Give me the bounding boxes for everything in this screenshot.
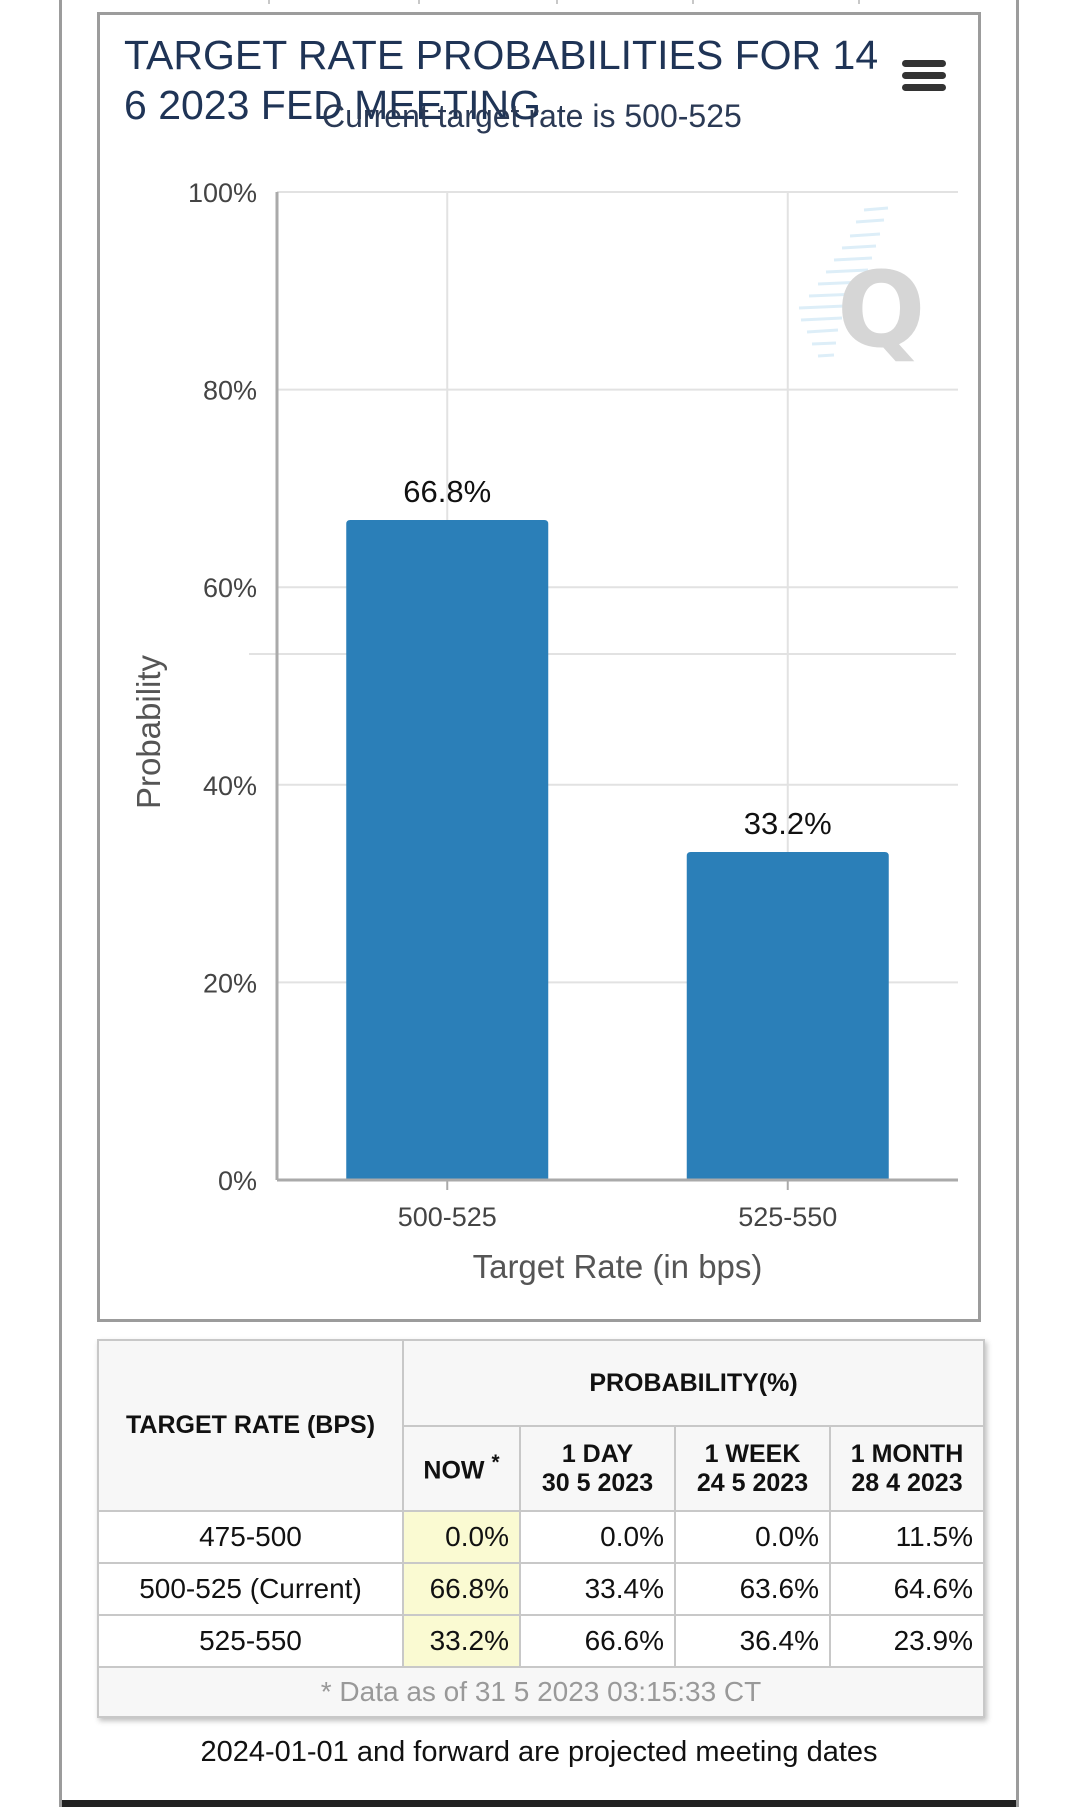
watermark-logo: Q (798, 206, 925, 371)
x-tick-label: 500-525 (398, 1202, 497, 1232)
y-tick-label: 0% (218, 1166, 257, 1196)
data-label: 33.2% (744, 806, 832, 841)
row-1-week-value: 63.6% (674, 1562, 831, 1616)
header-target-rate: TARGET RATE (BPS) (97, 1339, 404, 1512)
previous-table-edge (98, 0, 982, 4)
data-label: 66.8% (403, 474, 491, 509)
header-1-month: 1 MONTH 28 4 2023 (829, 1425, 985, 1512)
row-1-week-value: 0.0% (674, 1510, 831, 1564)
y-axis-title: Probability (130, 654, 167, 809)
probability-table: TARGET RATE (BPS) PROBABILITY(%) NOW * 1… (97, 1339, 985, 1718)
bars (346, 520, 889, 1180)
projected-dates-note: 2024-01-01 and forward are projected mee… (200, 1736, 878, 1768)
header-1-day: 1 DAY 30 5 2023 (519, 1425, 676, 1512)
y-tick-label: 80% (203, 376, 257, 406)
row-now-value: 33.2% (402, 1614, 521, 1668)
right-frame (1016, 0, 1080, 1807)
x-axis-title: Target Rate (in bps) (473, 1248, 763, 1285)
chart-title: TARGET RATE PROBABILITIES FOR 14 6 2023 … (124, 32, 879, 128)
table-row: 500-525 (Current) 66.8% 33.4% 63.6% 64.6… (97, 1562, 985, 1616)
header-now-mark: * (491, 1451, 500, 1475)
row-target-rate: 525-550 (97, 1614, 404, 1668)
chart-subtitle: Current target rate is 500-525 (322, 98, 742, 134)
row-now-value: 66.8% (402, 1562, 521, 1616)
left-frame (0, 0, 62, 1807)
row-now-value: 0.0% (402, 1510, 521, 1564)
table-row: 525-550 33.2% 66.6% 36.4% 23.9% (97, 1614, 985, 1668)
header-now: NOW * (402, 1425, 521, 1512)
row-1-week-value: 36.4% (674, 1614, 831, 1668)
y-tick-label: 100% (188, 178, 257, 208)
row-1-month-value: 11.5% (829, 1510, 985, 1564)
table-row: 475-500 0.0% 0.0% 0.0% 11.5% (97, 1510, 985, 1564)
row-1-month-value: 64.6% (829, 1562, 985, 1616)
row-1-day-value: 66.6% (519, 1614, 676, 1668)
row-target-rate: 500-525 (Current) (97, 1562, 404, 1616)
axes (275, 192, 958, 1190)
y-tick-label: 20% (203, 968, 257, 998)
header-1-day-date: 30 5 2023 (541, 1468, 654, 1497)
svg-text:Q: Q (837, 249, 925, 371)
header-now-label: NOW (423, 1456, 485, 1485)
header-1-week: 1 WEEK 24 5 2023 (674, 1425, 831, 1512)
row-1-day-value: 33.4% (519, 1562, 676, 1616)
bar-500-525 (346, 520, 549, 1180)
header-probability: PROBABILITY(%) (402, 1339, 985, 1427)
data-timestamp-footnote: * Data as of 31 5 2023 03:15:33 CT (97, 1666, 985, 1718)
row-1-day-value: 0.0% (519, 1510, 676, 1564)
chart-menu-button[interactable] (900, 57, 948, 93)
row-target-rate: 475-500 (97, 1510, 404, 1564)
header-1-week-date: 24 5 2023 (696, 1468, 809, 1497)
y-tick-label: 60% (203, 573, 257, 603)
x-tick-label: 525-550 (738, 1202, 837, 1232)
y-tick-label: 40% (203, 771, 257, 801)
labels: 0% 20% 40% 60% 80% 100% 66.8% 500-525 33.2% 525-5… (130, 178, 837, 1285)
probability-bar-chart: Q 0% 20% 40% 60% 80% 100% 66.8% 500-525 33.2% 525… (130, 178, 958, 1285)
header-1-week-label: 1 WEEK (704, 1439, 801, 1468)
bar-525-550 (686, 851, 889, 1180)
header-1-month-label: 1 MONTH (850, 1439, 964, 1468)
bottom-bar (62, 1800, 1016, 1807)
row-1-month-value: 23.9% (829, 1614, 985, 1668)
header-1-day-label: 1 DAY (561, 1439, 634, 1468)
header-1-month-date: 28 4 2023 (851, 1468, 963, 1497)
